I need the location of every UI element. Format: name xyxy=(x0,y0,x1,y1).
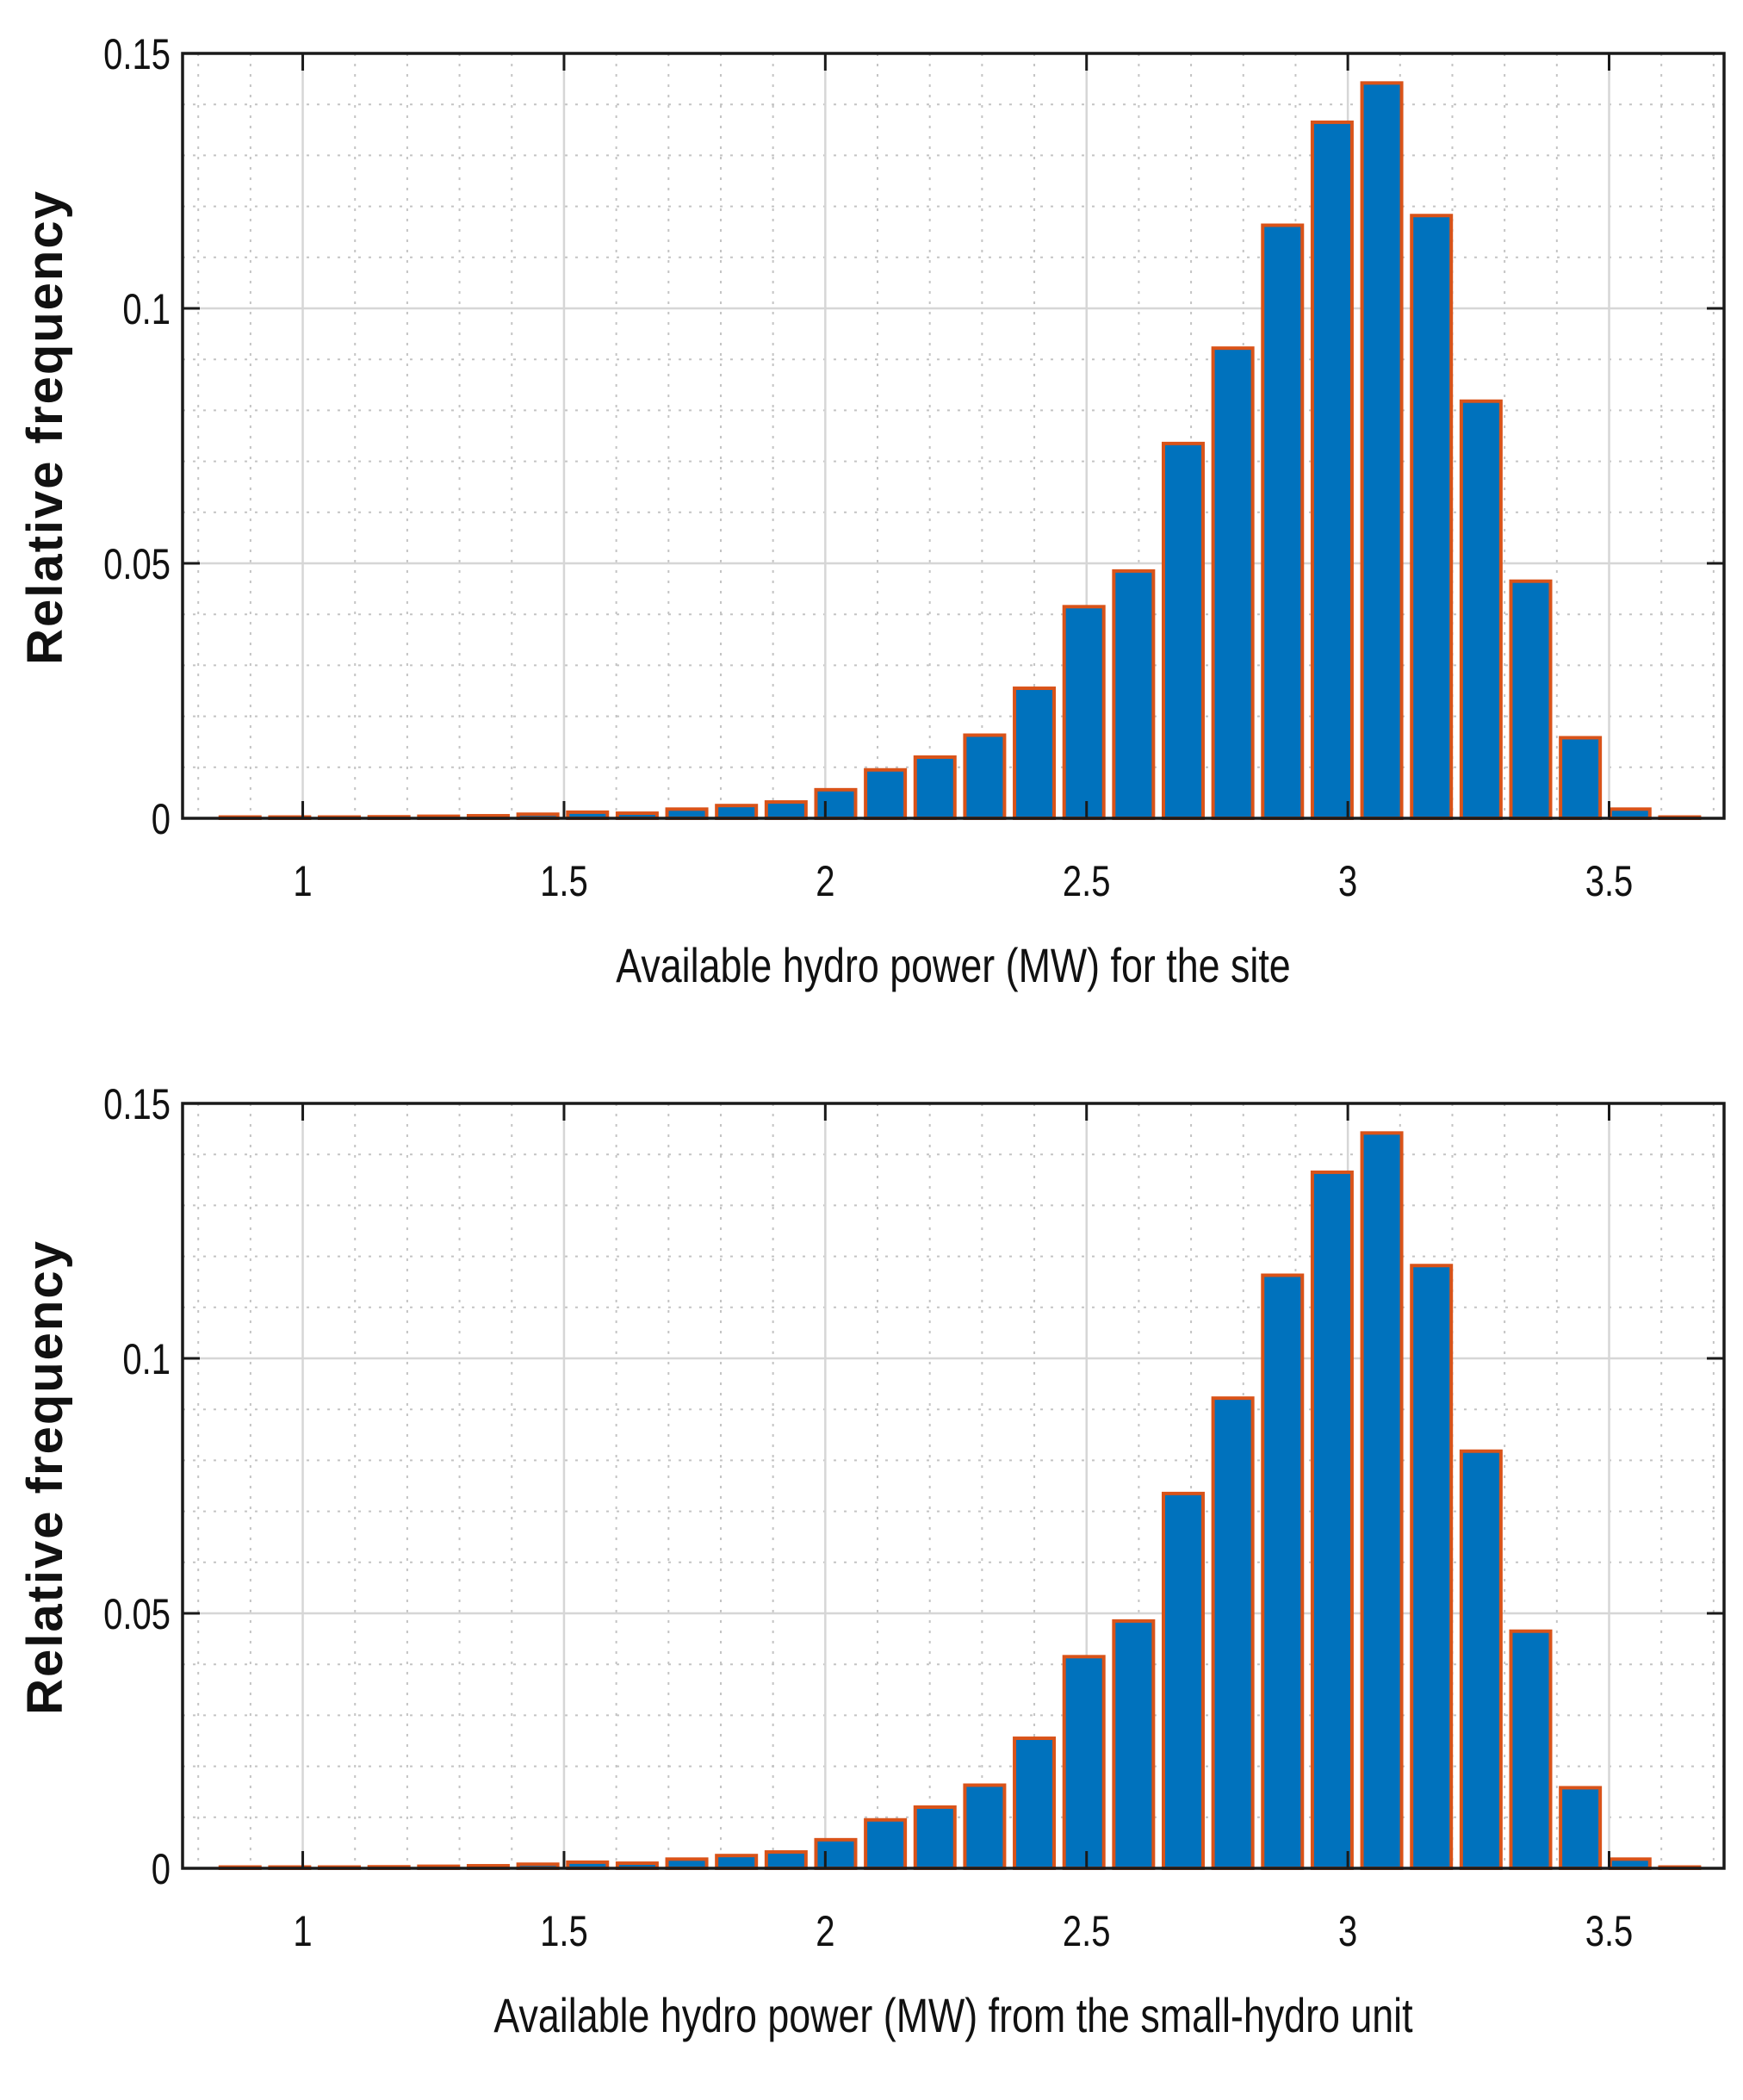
bar-12 xyxy=(814,1837,858,1871)
y-tick-label: 0.1 xyxy=(122,1335,171,1383)
bar-19 xyxy=(1161,441,1205,820)
bar-16 xyxy=(1013,687,1057,820)
x-axis-title: Available hydro power (MW) for the site xyxy=(616,938,1290,992)
bar-12 xyxy=(814,787,858,821)
bar-25 xyxy=(1459,1449,1503,1870)
x-tick-label: 2.5 xyxy=(1063,1907,1111,1955)
bar-17 xyxy=(1062,1655,1106,1870)
y-tick-label: 0 xyxy=(152,1845,171,1893)
bar-13 xyxy=(864,767,908,821)
y-tick-label: 0.05 xyxy=(103,1590,171,1638)
x-tick-label: 2 xyxy=(816,1907,834,1955)
bar-14 xyxy=(913,755,957,821)
bar-23 xyxy=(1360,81,1404,820)
bar-14 xyxy=(913,1805,957,1871)
y-tick-label: 0 xyxy=(152,795,171,843)
histogram-small-hydro-unit-svg: 1 1.5 2 2.5 3 3.5 0 0.05 0.1 0.15 Available hydro … xyxy=(17,1080,1726,2042)
bar-10 xyxy=(715,804,759,821)
bars xyxy=(218,1131,1702,1871)
axes-box xyxy=(181,1102,1726,1870)
bar-22 xyxy=(1310,1170,1354,1871)
y-axis-title: Relative frequency xyxy=(17,1239,73,1715)
x-tick-label: 1 xyxy=(293,857,312,905)
bar-25 xyxy=(1459,399,1503,820)
bar-24 xyxy=(1410,214,1454,821)
y-tick-label: 0.15 xyxy=(103,1080,171,1128)
bar-21 xyxy=(1261,223,1305,820)
histogram-small-hydro-unit: 1 1.5 2 2.5 3 3.5 0 0.05 0.1 0.15 Available hydro … xyxy=(0,1050,1743,2100)
x-tick-label: 3.5 xyxy=(1585,857,1634,905)
bar-18 xyxy=(1112,1618,1156,1870)
bar-20 xyxy=(1211,1396,1255,1870)
bar-15 xyxy=(963,1783,1007,1871)
histogram-site: 1 1.5 2 2.5 3 3.5 0 0.05 0.1 0.15 Available hydro … xyxy=(17,30,1726,992)
y-axis-title: Relative frequency xyxy=(17,189,73,665)
bar-17 xyxy=(1062,605,1106,820)
x-tick-label: 1 xyxy=(293,1907,312,1955)
x-tick-label: 3 xyxy=(1338,857,1357,905)
bar-15 xyxy=(963,733,1007,821)
bar-18 xyxy=(1112,568,1156,820)
bar-20 xyxy=(1211,346,1255,820)
y-tick-label: 0.1 xyxy=(122,285,171,333)
bar-11 xyxy=(764,800,808,821)
bar-16 xyxy=(1013,1737,1057,1870)
bar-27 xyxy=(1559,1786,1603,1870)
y-tick-label: 0.15 xyxy=(103,30,171,78)
x-tick-label: 3.5 xyxy=(1585,1907,1634,1955)
histogram-site-svg: 1 1.5 2 2.5 3 3.5 0 0.05 0.1 0.15 Available hydro … xyxy=(17,30,1726,992)
x-tick-label: 1.5 xyxy=(540,1907,588,1955)
x-tick-label: 2.5 xyxy=(1063,857,1111,905)
bar-26 xyxy=(1509,579,1553,820)
y-tick-label: 0.05 xyxy=(103,540,171,588)
x-tick-label: 1.5 xyxy=(540,857,588,905)
bar-13 xyxy=(864,1817,908,1871)
bar-11 xyxy=(764,1850,808,1871)
bar-21 xyxy=(1261,1273,1305,1870)
ticks xyxy=(183,1102,1724,1870)
bar-23 xyxy=(1360,1131,1404,1870)
x-tick-label: 3 xyxy=(1338,1907,1357,1955)
axes-box xyxy=(181,52,1726,820)
bar-27 xyxy=(1559,736,1603,820)
bars xyxy=(218,81,1702,821)
bar-19 xyxy=(1161,1491,1205,1870)
bar-24 xyxy=(1410,1264,1454,1871)
ticks xyxy=(183,52,1724,820)
bar-10 xyxy=(715,1854,759,1871)
bar-22 xyxy=(1310,120,1354,821)
x-tick-label: 2 xyxy=(816,857,834,905)
bar-26 xyxy=(1509,1629,1553,1870)
x-axis-title: Available hydro power (MW) from the smal… xyxy=(493,1988,1412,2042)
